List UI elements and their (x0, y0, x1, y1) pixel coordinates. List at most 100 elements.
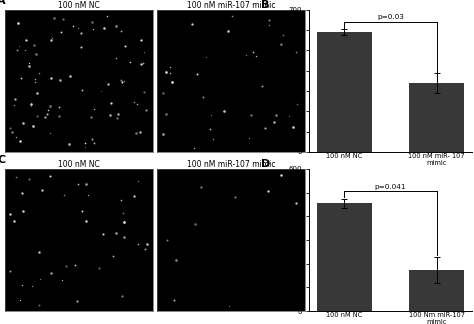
Point (69, 24, 76, 29)
Point (293, 102, 301, 107)
Point (104, 13, 111, 18)
Point (12, 175, 19, 180)
Point (10, 102, 18, 108)
Bar (409, 270, 464, 311)
Text: p=0.03: p=0.03 (377, 14, 404, 20)
Point (167, 71, 174, 76)
Point (168, 79, 176, 85)
Point (120, 219, 128, 224)
Point (73, 299, 81, 304)
Point (99, 232, 106, 237)
Title: 100 nM miR-107 mimic: 100 nM miR-107 mimic (187, 160, 275, 169)
Point (16, 298, 24, 303)
Point (65, 142, 73, 147)
Point (8, 129, 16, 134)
Point (202, 54, 210, 59)
Point (46, 103, 54, 108)
Point (22, 37, 30, 42)
Point (41, 115, 49, 120)
Point (35, 249, 42, 255)
Point (130, 100, 137, 105)
Point (78, 88, 86, 93)
Point (188, 21, 195, 27)
Point (113, 115, 121, 121)
Point (95, 265, 102, 270)
Point (245, 135, 253, 141)
Point (48, 75, 55, 80)
Point (19, 120, 27, 125)
Point (56, 77, 64, 82)
Point (72, 262, 79, 268)
Point (98, 88, 105, 93)
Point (141, 246, 148, 251)
Point (82, 144, 89, 149)
Point (252, 53, 260, 59)
Point (121, 43, 128, 49)
Point (51, 15, 58, 20)
Bar (409, 83, 464, 152)
Point (249, 50, 256, 55)
Text: C: C (0, 155, 6, 165)
Point (279, 33, 287, 38)
Point (193, 72, 201, 77)
Point (16, 43, 23, 48)
Point (31, 77, 39, 82)
Point (258, 84, 265, 89)
Point (135, 179, 142, 184)
Point (13, 48, 21, 53)
Point (82, 218, 90, 224)
Point (47, 271, 55, 276)
Point (18, 76, 25, 81)
Point (35, 70, 43, 75)
Point (35, 302, 43, 307)
Point (159, 91, 166, 96)
Point (117, 78, 125, 83)
Point (290, 125, 297, 130)
Point (90, 106, 97, 111)
Point (134, 102, 141, 107)
Point (104, 82, 111, 87)
Point (140, 89, 148, 94)
Point (45, 107, 52, 112)
Point (74, 25, 82, 30)
Point (14, 21, 22, 26)
Point (55, 113, 63, 119)
Point (88, 114, 95, 120)
Point (33, 113, 41, 118)
Text: p=0.041: p=0.041 (375, 183, 406, 190)
Point (38, 187, 46, 192)
Y-axis label: Number of cells invaded: Number of cells invaded (280, 196, 286, 284)
Point (118, 80, 126, 85)
Point (285, 113, 293, 119)
Point (135, 241, 142, 247)
Point (48, 38, 55, 43)
Point (81, 140, 88, 145)
Y-axis label: Number of cells migrated: Number of cells migrated (280, 35, 286, 127)
Point (31, 42, 38, 47)
Point (118, 197, 125, 202)
Point (224, 28, 232, 33)
Point (191, 222, 199, 227)
Point (84, 193, 91, 198)
Point (242, 52, 250, 57)
Point (77, 44, 84, 49)
Point (208, 112, 215, 117)
Point (166, 64, 173, 69)
Point (58, 277, 65, 282)
Point (78, 30, 85, 35)
Point (91, 141, 98, 146)
Point (57, 30, 65, 35)
Point (21, 48, 29, 53)
Point (63, 264, 70, 269)
Point (55, 105, 63, 110)
Point (115, 112, 122, 117)
Point (26, 176, 33, 181)
Point (228, 13, 236, 18)
Point (126, 60, 133, 65)
Point (130, 194, 138, 199)
Point (100, 26, 108, 31)
Point (265, 22, 273, 28)
Point (137, 37, 145, 42)
Point (27, 103, 35, 109)
Point (18, 283, 26, 288)
